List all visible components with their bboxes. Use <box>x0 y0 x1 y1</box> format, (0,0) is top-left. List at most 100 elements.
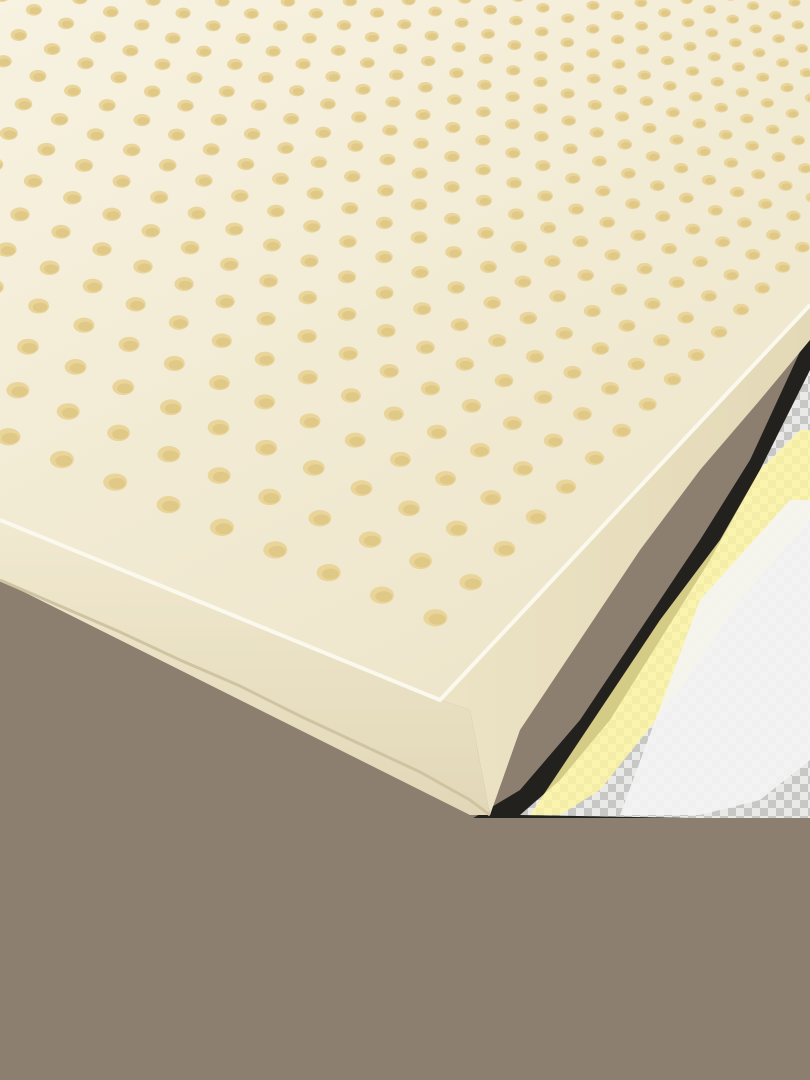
perforation-hole-shadow <box>341 310 356 320</box>
perforation-hole-shadow <box>563 91 574 98</box>
perforation-hole-shadow <box>178 280 193 290</box>
perforation-hole-shadow <box>275 175 288 184</box>
perforation-hole-shadow <box>492 337 506 346</box>
perforation-hole-shadow <box>466 402 480 412</box>
perforation-hole-shadow <box>547 258 560 266</box>
perforation-hole-shadow <box>759 75 769 82</box>
foam-top-edge-highlight <box>0 303 810 702</box>
perforation-hole-shadow <box>642 401 656 410</box>
perforation-hole-shadow <box>93 34 106 42</box>
perforation-hole-shadow <box>704 293 716 301</box>
perforation-hole-shadow <box>383 156 395 165</box>
perforation-hole-shadow <box>791 0 800 6</box>
perforation-hole-shadow <box>421 84 432 92</box>
perforation-hole-shadow <box>373 10 384 17</box>
perforation-hole-shadow <box>347 173 360 182</box>
perforation-hole-shadow <box>540 193 552 201</box>
perforation-hole-shadow <box>450 524 467 535</box>
perforation-hole-shadow <box>514 244 527 252</box>
perforation-hole-shadow <box>729 17 739 23</box>
perforation-hole-shadow <box>168 35 180 43</box>
perforation-hole-shadow <box>418 112 430 120</box>
perforation-hole-shadow <box>510 42 521 50</box>
perforation-hole-shadow <box>731 40 741 47</box>
perforation-hole-shadow <box>548 437 562 447</box>
perforation-hole-shadow <box>571 206 583 214</box>
perforation-hole-shadow <box>733 189 744 197</box>
perforation-hole-shadow <box>14 211 29 220</box>
perforation-hole-shadow <box>368 34 379 42</box>
perforation-hole-shadow <box>755 50 765 57</box>
perforation-hole-shadow <box>708 30 718 37</box>
perforation-hole-shadow <box>589 3 599 10</box>
perforation-hole-shadow <box>559 330 572 339</box>
perforation-hole-shadow <box>592 130 603 137</box>
perforation-hole-shadow <box>219 298 234 307</box>
perforation-hole-shadow <box>508 94 519 101</box>
perforation-hole-shadow <box>260 444 276 454</box>
perforation-hole-shadow <box>191 210 205 219</box>
perforation-hole-shadow <box>424 58 435 66</box>
perforation-hole-shadow <box>452 70 463 78</box>
perforation-hole-shadow <box>206 146 219 155</box>
perforation-hole-shadow <box>536 106 547 113</box>
perforation-hole-shadow <box>106 211 120 220</box>
perforation-hole-shadow <box>3 130 17 139</box>
perforation-hole-shadow <box>431 9 442 16</box>
perforation-hole-shadow <box>688 69 699 75</box>
foam-front-edge <box>0 520 490 815</box>
perforation-hole-shadow <box>404 0 415 5</box>
perforation-hole-shadow <box>148 0 160 5</box>
perforation-hole-shadow <box>726 272 738 280</box>
perforation-hole-shadow <box>379 220 392 228</box>
perforation-hole-shadow <box>662 34 672 40</box>
perforation-hole-shadow <box>748 143 759 150</box>
perforation-hole-shadow <box>181 102 193 111</box>
perforation-hole-shadow <box>450 97 461 104</box>
perforation-holes <box>0 0 810 627</box>
perforation-hole-shadow <box>642 98 653 106</box>
perforation-hole-shadow <box>705 177 716 185</box>
perforation-hole-shadow <box>663 58 674 65</box>
perforation-hole-shadow <box>392 72 403 80</box>
perforation-hole-shadow <box>271 208 284 217</box>
perforation-hole-shadow <box>448 124 460 132</box>
perforation-hole-shadow <box>263 493 280 504</box>
perforation-hole-shadow <box>154 194 167 203</box>
perforation-hole-shadow <box>672 279 684 287</box>
perforation-hole-shadow <box>28 177 42 187</box>
perforation-hole-shadow <box>761 201 772 209</box>
perforation-hole-shadow <box>684 20 694 27</box>
perforation-hole-shadow <box>305 35 316 43</box>
perforation-hole-shadow <box>69 363 85 374</box>
perforation-hole-shadow <box>658 213 670 221</box>
perforation-hole-shadow <box>536 79 547 87</box>
perforation-hole-shadow <box>686 44 696 51</box>
perforation-hole-shadow <box>385 127 397 135</box>
perforation-hole-shadow <box>215 523 233 535</box>
perforation-hole-shadow <box>388 410 403 420</box>
perforation-hole-shadow <box>587 308 600 316</box>
perforation-hole-shadow <box>633 232 645 240</box>
perforation-hole-shadow <box>162 450 179 461</box>
perforation-hole-shadow <box>653 183 664 190</box>
perforation-hole-shadow <box>224 261 238 270</box>
perforation-hole-shadow <box>208 23 220 31</box>
perforation-hole-shadow <box>32 302 48 313</box>
perforation-hole-shadow <box>538 394 552 403</box>
perforation-hole-shadow <box>699 148 710 156</box>
perforation-hole-shadow <box>87 282 102 292</box>
perforation-hole-shadow <box>566 146 577 154</box>
perforation-hole-shadow <box>509 68 520 75</box>
perforation-hole-shadow <box>449 249 461 258</box>
perforation-hole-shadow <box>230 61 242 69</box>
perforation-hole-shadow <box>661 10 670 17</box>
perforation-hole-shadow <box>479 197 491 206</box>
perforation-hole-shadow <box>683 0 693 4</box>
perforation-hole-shadow <box>342 350 357 360</box>
perforation-hole-shadow <box>691 352 704 360</box>
perforation-hole-shadow <box>775 36 785 43</box>
perforation-hole-shadow <box>263 277 277 287</box>
perforation-hole-shadow <box>738 90 749 97</box>
